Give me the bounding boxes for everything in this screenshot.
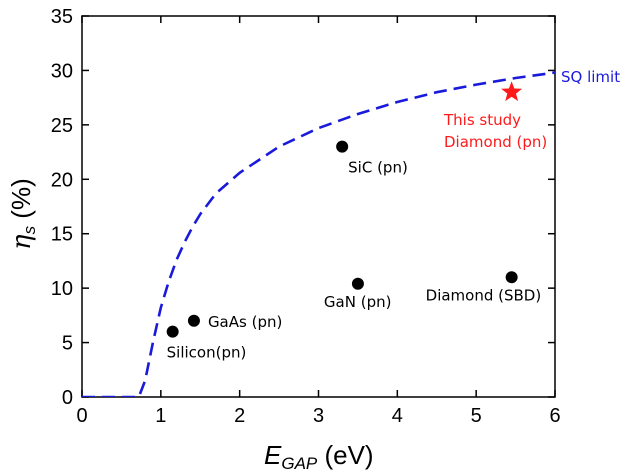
x-tick-label: 5	[471, 405, 482, 427]
y-tick-label: 10	[51, 278, 73, 300]
x-tick-label: 1	[155, 405, 166, 427]
x-axis-title-sub: GAP	[281, 454, 318, 473]
data-point-label: GaN (pn)	[324, 293, 392, 311]
y-tick-label: 5	[62, 333, 73, 355]
data-point-label: Diamond (SBD)	[426, 286, 542, 304]
x-axis-title-unit: (eV)	[317, 440, 373, 470]
this-study-label: This study	[443, 111, 521, 129]
x-tick-label: 6	[549, 405, 560, 427]
x-tick-label: 2	[234, 405, 245, 427]
y-axis-title-main: η	[7, 234, 37, 250]
y-axis-title: ηs (%)	[6, 178, 39, 250]
sq-limit-curve	[82, 71, 555, 397]
plot-frame	[81, 15, 556, 398]
y-tick-label: 25	[51, 115, 73, 137]
y-tick-label: 15	[51, 224, 73, 246]
y-axis-title-sub: s	[20, 225, 39, 234]
y-tick-label: 30	[51, 60, 73, 82]
data-point-label: Silicon(pn)	[167, 344, 247, 362]
x-tick-label: 4	[392, 405, 403, 427]
y-tick-label: 20	[51, 169, 73, 191]
data-point-marker	[336, 140, 349, 153]
y-axis-ticks: 0 5 10 15 20 25 30 35	[51, 6, 555, 409]
x-axis-title-main: E	[264, 440, 282, 470]
data-point-marker	[351, 277, 364, 290]
this-study-material-label: Diamond (pn)	[444, 133, 547, 151]
data-points: Silicon(pn) GaAs (pn) SiC (pn) GaN (pn) Diam…	[166, 140, 542, 362]
x-tick-label: 3	[313, 405, 324, 427]
y-axis-title-unit: (%)	[6, 178, 36, 226]
data-point-label: SiC (pn)	[348, 159, 408, 177]
sq-limit-label: SQ limit	[561, 68, 620, 86]
data-point-marker	[505, 271, 518, 284]
x-tick-label: 0	[76, 405, 87, 427]
x-axis-ticks: 0 1 2 3 4 5 6	[76, 16, 561, 427]
y-tick-label: 35	[51, 6, 73, 28]
x-axis-title: EGAP (eV)	[264, 440, 374, 473]
data-point-marker	[166, 325, 179, 338]
this-study-star-marker	[501, 81, 523, 102]
y-tick-label: 0	[62, 387, 73, 409]
data-point-marker	[187, 314, 200, 327]
data-point-label: GaAs (pn)	[208, 313, 282, 331]
